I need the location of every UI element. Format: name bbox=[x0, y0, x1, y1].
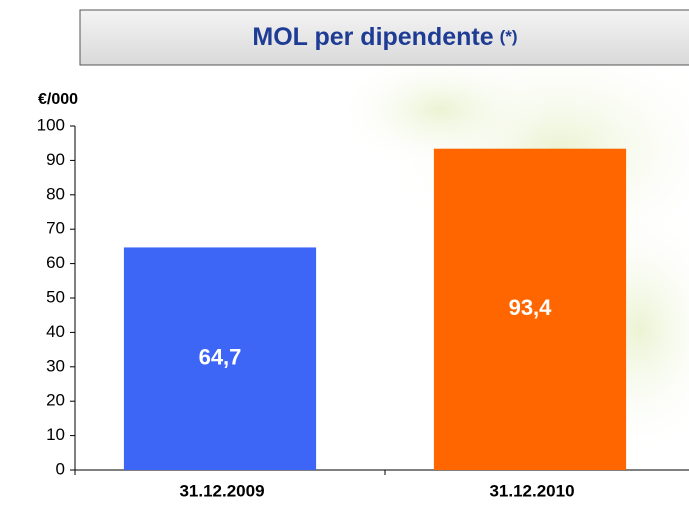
y-tick-label: 50 bbox=[46, 287, 65, 306]
y-tick-label: 20 bbox=[46, 391, 65, 410]
y-tick-label: 40 bbox=[46, 322, 65, 341]
value-label: 93,4 bbox=[509, 295, 553, 320]
y-tick-label: 60 bbox=[46, 253, 65, 272]
y-tick-label: 10 bbox=[46, 425, 65, 444]
title-text: MOL per dipendente bbox=[252, 23, 493, 51]
value-label: 64,7 bbox=[199, 345, 242, 370]
x-tick-label: 31.12.2010 bbox=[489, 481, 574, 500]
page: MOL per dipendente (*) €/000 0 10 20 30 40 50 6… bbox=[0, 0, 689, 528]
x-tick-label: 31.12.2009 bbox=[179, 481, 264, 500]
title-note: (*) bbox=[500, 27, 518, 46]
y-tick-label: 100 bbox=[37, 115, 65, 134]
y-tick-label: 30 bbox=[46, 356, 65, 375]
y-tick-label: 70 bbox=[46, 219, 65, 238]
chart: MOL per dipendente (*) €/000 0 10 20 30 40 50 6… bbox=[0, 0, 689, 528]
y-tick-label: 0 bbox=[56, 459, 65, 478]
chart-title: MOL per dipendente (*) bbox=[252, 23, 517, 51]
y-axis-label: €/000 bbox=[38, 91, 78, 108]
y-tick-label: 90 bbox=[46, 150, 65, 169]
y-tick-label: 80 bbox=[46, 184, 65, 203]
